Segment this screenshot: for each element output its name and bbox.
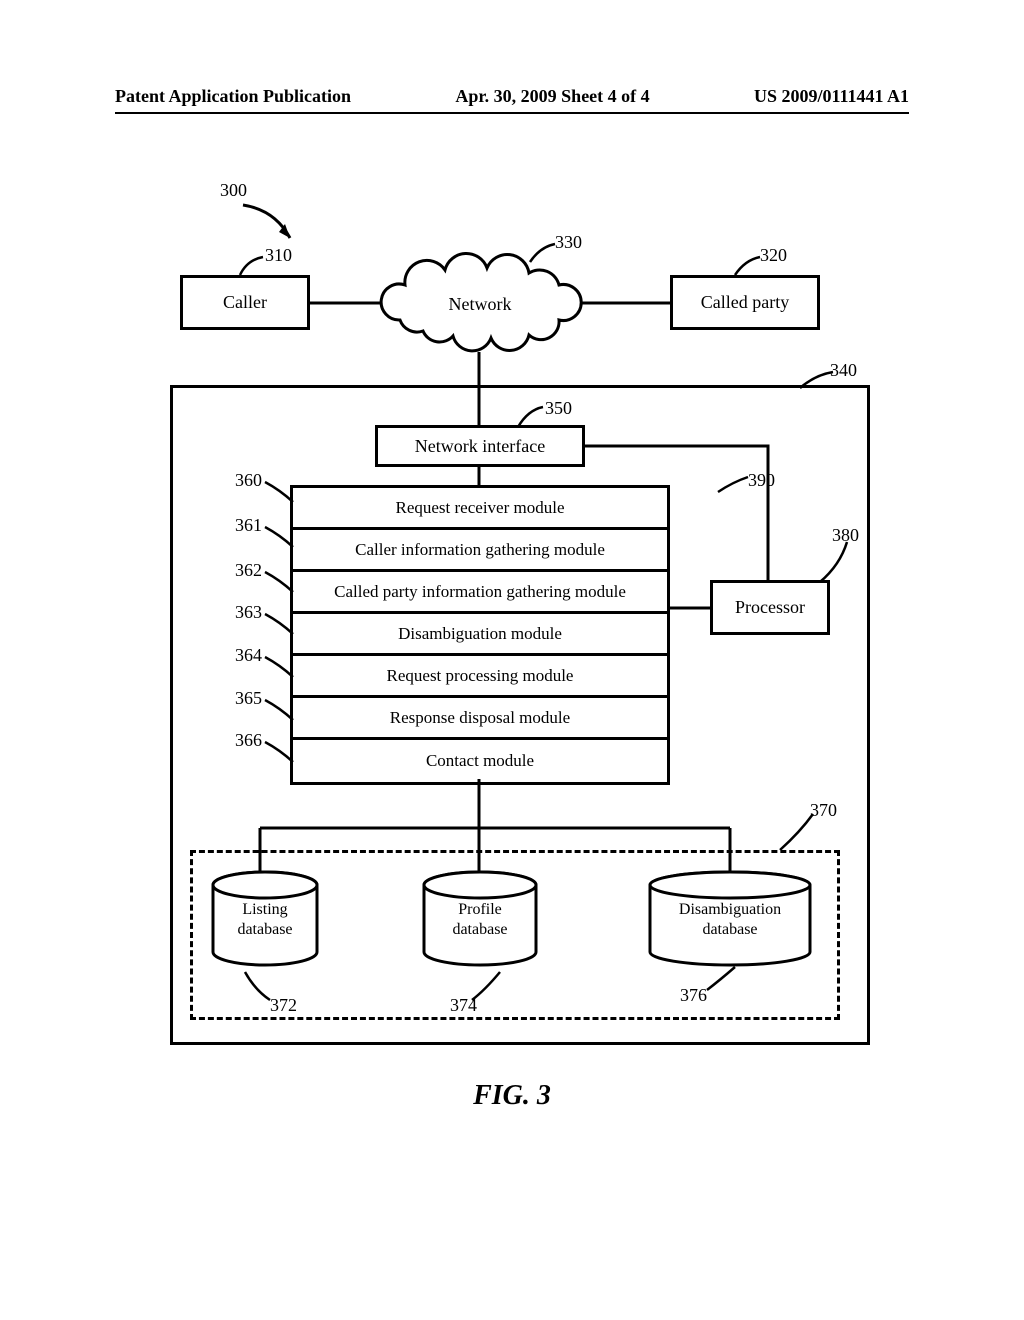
- db-profile-l2: database: [452, 921, 507, 938]
- header-right: US 2009/0111441 A1: [754, 86, 909, 107]
- leader-370: [775, 812, 820, 852]
- leader-363: [265, 614, 295, 639]
- module-label-1: Caller information gathering module: [355, 540, 605, 560]
- line-modules-down: [475, 779, 483, 829]
- diagram: 300 Caller 310 Network 330: [150, 170, 890, 1070]
- leader-330: [525, 242, 565, 272]
- ref-361: 361: [235, 515, 262, 536]
- leader-366: [265, 742, 295, 767]
- db-profile: Profile database: [420, 870, 540, 970]
- network-interface-label: Network interface: [415, 436, 545, 457]
- leader-365: [265, 700, 295, 725]
- leader-360: [265, 482, 295, 507]
- db-listing: Listing database: [210, 870, 320, 970]
- module-label-2: Called party information gathering modul…: [334, 582, 626, 602]
- db-listing-l2: database: [237, 921, 292, 938]
- line-modules-processor: [670, 605, 712, 611]
- line-caller-network: [310, 300, 380, 306]
- db-disambiguation-l2: database: [702, 921, 757, 938]
- line-network-called: [582, 300, 672, 306]
- module-label-5: Response disposal module: [390, 708, 570, 728]
- processor-box: Processor: [710, 580, 830, 635]
- module-row-3: Disambiguation module: [293, 614, 667, 656]
- network-interface-box: Network interface: [375, 425, 585, 467]
- leader-320: [730, 255, 770, 285]
- line-netif-modules: [475, 467, 483, 485]
- leader-361: [265, 527, 295, 552]
- page: Patent Application Publication Apr. 30, …: [0, 0, 1024, 1320]
- header-left: Patent Application Publication: [115, 86, 351, 107]
- leader-364: [265, 657, 295, 682]
- network-label: Network: [370, 294, 590, 315]
- module-row-4: Request processing module: [293, 656, 667, 698]
- ref-362: 362: [235, 560, 262, 581]
- leader-374: [470, 970, 510, 1005]
- ref-364: 364: [235, 645, 262, 666]
- module-label-0: Request receiver module: [396, 498, 565, 518]
- module-label-6: Contact module: [426, 751, 534, 771]
- figure-caption: FIG. 3: [0, 1080, 1024, 1112]
- leader-390: [718, 477, 753, 497]
- db-disambiguation: Disambiguation database: [645, 870, 815, 970]
- module-row-6: Contact module: [293, 740, 667, 782]
- db-disambiguation-l1: Disambiguation: [679, 901, 781, 918]
- db-profile-l1: Profile: [458, 901, 502, 918]
- leader-376: [705, 965, 745, 995]
- processor-label: Processor: [735, 597, 805, 618]
- db-profile-label: Profile database: [420, 900, 540, 940]
- header-rule: [115, 112, 909, 114]
- caller-label: Caller: [223, 292, 267, 313]
- db-disambiguation-label: Disambiguation database: [645, 900, 815, 940]
- page-header: Patent Application Publication Apr. 30, …: [0, 86, 1024, 107]
- leader-372: [240, 970, 280, 1005]
- leader-362: [265, 572, 295, 597]
- line-db-split-bar: [260, 825, 730, 831]
- module-label-4: Request processing module: [387, 666, 574, 686]
- ref-360: 360: [235, 470, 262, 491]
- module-label-3: Disambiguation module: [398, 624, 562, 644]
- header-center: Apr. 30, 2009 Sheet 4 of 4: [455, 86, 649, 107]
- module-row-5: Response disposal module: [293, 698, 667, 740]
- arrow-300: [235, 200, 315, 250]
- leader-380: [815, 540, 855, 585]
- leader-310: [235, 255, 275, 285]
- db-listing-label: Listing database: [210, 900, 320, 940]
- ref-363: 363: [235, 602, 262, 623]
- ref-376: 376: [680, 985, 707, 1006]
- ref-366: 366: [235, 730, 262, 751]
- called-party-label: Called party: [701, 292, 789, 313]
- ref-300: 300: [220, 180, 247, 201]
- db-listing-l1: Listing: [242, 901, 287, 918]
- line-netif-processor: [585, 443, 775, 583]
- leader-350: [513, 405, 553, 435]
- leader-340: [795, 370, 840, 395]
- ref-365: 365: [235, 688, 262, 709]
